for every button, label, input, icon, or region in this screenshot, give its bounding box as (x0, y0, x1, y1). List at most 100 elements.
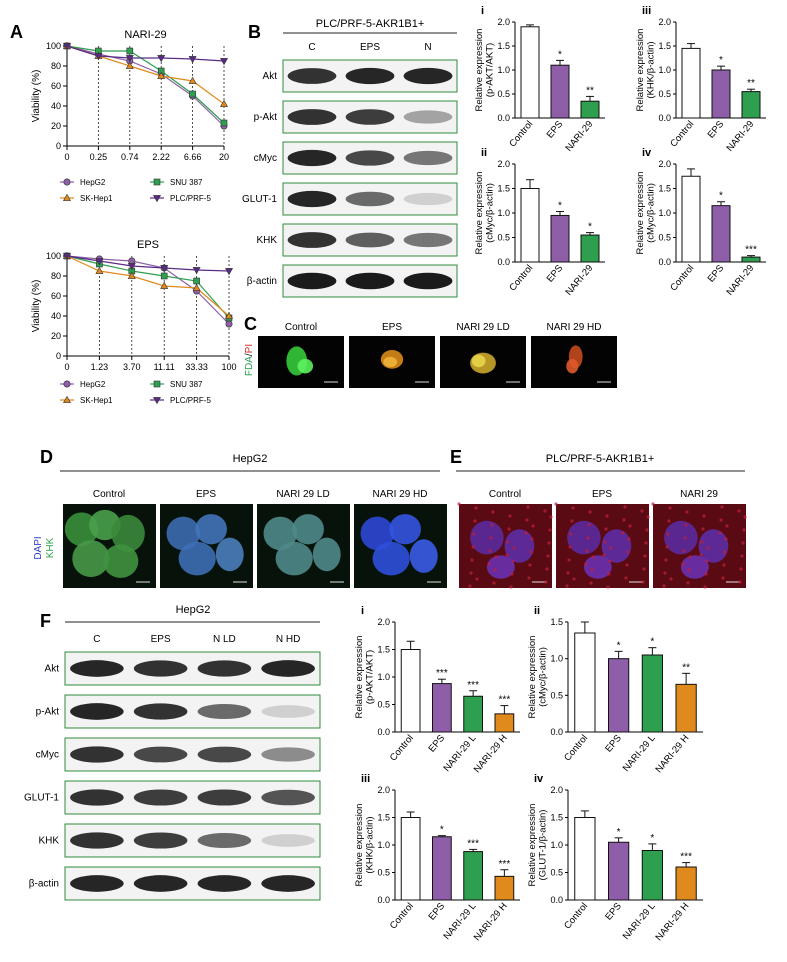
khk-puncta (740, 554, 744, 558)
data-point (224, 268, 234, 276)
khk-puncta (604, 527, 608, 531)
stained-cell (664, 520, 698, 555)
khk-micrograph (457, 502, 553, 589)
data-point (126, 47, 134, 55)
blot-f-band (261, 705, 315, 718)
khk-puncta (609, 546, 613, 550)
y-tick-label: 80 (51, 61, 61, 71)
stained-cell (409, 539, 438, 573)
bar (681, 175, 701, 263)
micrograph-label: EPS (592, 489, 612, 500)
stained-cell (312, 537, 341, 572)
micrograph-label: NARI 29 LD (276, 489, 329, 500)
khk-puncta (643, 554, 647, 558)
significance-mark: *** (499, 695, 511, 706)
stained-cell (111, 514, 145, 552)
khk-puncta (543, 509, 547, 513)
micrograph-label: EPS (196, 489, 216, 500)
bar (574, 632, 596, 733)
legend-marker (152, 195, 162, 203)
blot-f-band (70, 875, 124, 892)
khk-puncta (525, 518, 529, 522)
chart-label: iii (642, 5, 651, 17)
stained-cell (215, 537, 244, 572)
significance-mark: * (650, 637, 654, 648)
x-tick-label: 0.25 (90, 152, 108, 162)
y-axis-label: Relative expression(GLUT-1/β-actin) (527, 804, 548, 887)
stained-cell (383, 356, 398, 368)
blot-b-band (345, 191, 395, 207)
y-axis-label: Viability (%) (31, 280, 42, 333)
x-tick-label: NARI-29 (724, 119, 756, 154)
khk-puncta (737, 509, 741, 513)
data-point (219, 58, 229, 66)
stained-cell (297, 358, 314, 374)
blot-b-lane-label: EPS (360, 42, 380, 53)
data-point (127, 271, 136, 279)
svg-text:DAPI: DAPI (33, 536, 44, 559)
x-tick-label: 0.74 (121, 152, 139, 162)
data-point (220, 119, 228, 127)
x-tick-label: Control (562, 733, 590, 764)
fda-pi-micrograph (258, 336, 344, 388)
khk-puncta (588, 510, 592, 514)
khk-puncta (725, 524, 729, 528)
significance-mark: *** (436, 668, 448, 679)
khk-puncta (554, 502, 558, 506)
blot-f-protein-label: KHK (38, 836, 59, 847)
x-tick-label: 3.70 (123, 362, 141, 372)
khk-puncta (700, 540, 704, 544)
bar (675, 866, 697, 901)
khk-puncta (738, 580, 742, 584)
blot-f-band (197, 789, 252, 806)
khk-puncta (590, 568, 594, 572)
blot-f-header: HepG2 (176, 604, 211, 616)
legend-label: PLC/PRF-5 (170, 396, 211, 405)
y-tick-label: 0.5 (497, 89, 510, 99)
khk-puncta (642, 567, 646, 571)
x-tick-label: EPS (427, 901, 448, 923)
y-axis-label: Relative expression(KHK/β-actin) (635, 29, 656, 112)
blot-f-band (261, 747, 315, 762)
khk-puncta (468, 584, 472, 588)
significance-mark: * (617, 640, 621, 651)
blot-b-band (287, 272, 337, 290)
y-tick-label: 0.5 (658, 89, 671, 99)
micrograph-label: NARI 29 HD (546, 322, 601, 333)
x-tick-label: NARI-29 (563, 263, 595, 298)
data-point (224, 311, 234, 319)
bar (494, 875, 515, 901)
khk-puncta (472, 532, 476, 536)
y-tick-label: 40 (51, 311, 61, 321)
y-tick-label: 0.0 (658, 257, 671, 267)
blot-f-band (70, 789, 124, 806)
khk-micrograph (63, 504, 156, 588)
blot-b-band (345, 272, 395, 290)
bar (741, 91, 761, 119)
khk-puncta (489, 536, 493, 540)
stained-cell (389, 514, 421, 545)
legend-label: SK-Hep1 (80, 396, 113, 405)
blot-b-band (345, 150, 395, 166)
khk-puncta (704, 572, 708, 576)
legend-marker (62, 395, 72, 403)
y-tick-label: 0.5 (497, 233, 510, 243)
blot-b-band (287, 190, 337, 208)
blot-f-band (70, 660, 124, 677)
x-tick-label: NARI-29 (724, 263, 756, 298)
bar (580, 100, 600, 119)
significance-mark: *** (499, 859, 511, 870)
khk-puncta (723, 550, 727, 554)
y-axis-label: Relative expression(cMyc/β-actin) (474, 172, 495, 255)
micrograph-label: EPS (382, 322, 402, 333)
stained-cell (292, 514, 324, 545)
y-tick-label: 1.0 (377, 840, 390, 850)
stained-cell (567, 520, 601, 555)
micrograph-label: NARI 29 LD (456, 322, 509, 333)
x-tick-label: NARI-29 L (621, 733, 658, 774)
y-tick-label: 0.0 (377, 727, 390, 737)
stained-cell (72, 540, 110, 578)
x-tick-label: Control (562, 901, 590, 932)
stained-cell (566, 358, 579, 374)
x-tick-label: EPS (603, 733, 624, 755)
